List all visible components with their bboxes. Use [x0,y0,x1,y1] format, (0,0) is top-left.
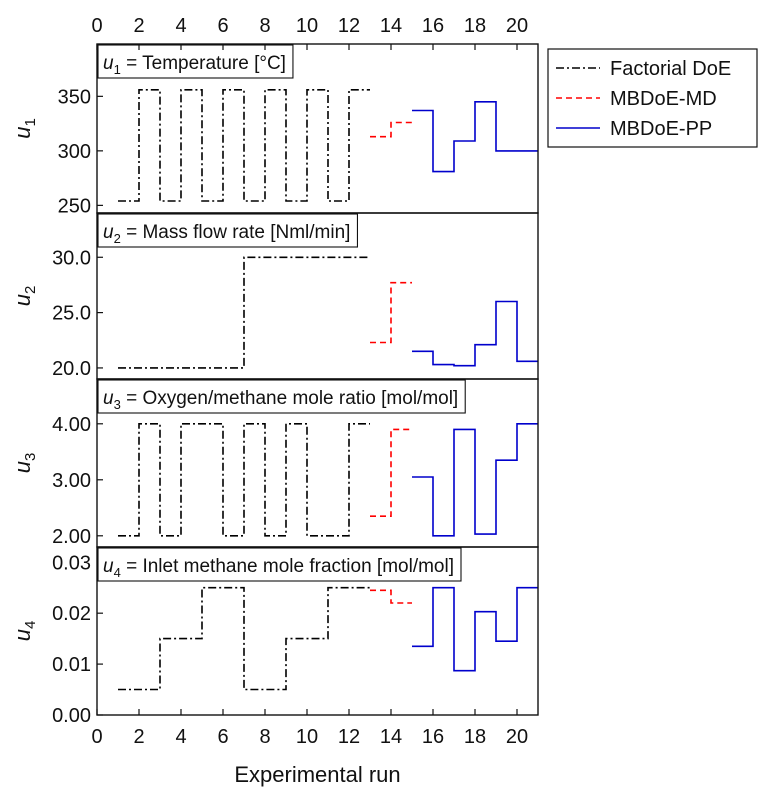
panel-title-sub: 2 [114,231,121,246]
x-axis-title: Experimental run [234,762,400,787]
x-tick-label-top: 4 [175,15,186,37]
legend-label-mbdoe-pp: MBDoE-PP [610,118,712,140]
panel-title-u4: u4 = Inlet methane mole fraction [mol/mo… [97,547,462,582]
y-tick-label-u1: 250 [58,195,91,217]
x-tick-label-top: 16 [422,15,444,37]
y-tick-label-u4: 0.00 [52,705,91,727]
panel-title-var: u [103,556,114,577]
x-tick-label-bottom: 0 [91,726,102,748]
y-axis-var: u [10,461,35,473]
x-tick-label-bottom: 16 [422,726,444,748]
y-axis-sub: 3 [22,453,39,461]
x-tick-label-top: 2 [133,15,144,37]
panel-title-var: u [103,222,114,243]
series-u4-mbdoe-md [370,589,412,604]
series-u2-mbdoe-md [370,281,412,344]
series-u3-factorial-doe [118,423,370,537]
x-tick-label-bottom: 2 [133,726,144,748]
panel-title-rest: = Oxygen/methane mole ratio [mol/mol] [121,388,458,409]
x-tick-label-bottom: 6 [217,726,228,748]
y-tick-label-u4: 0.01 [52,654,91,676]
y-axis-title-u2: u2 [10,286,39,307]
panel-title-text: u1 = Temperature [°C] [103,53,286,77]
series-u3-mbdoe-md [370,428,412,517]
x-tick-label-bottom: 12 [338,726,360,748]
y-axis-sub: 2 [22,286,39,294]
legend-label-factorial-doe: Factorial DoE [610,58,731,80]
legend: Factorial DoE MBDoE-MD MBDoE-PP [547,48,758,148]
x-tick-label-bottom: 10 [296,726,318,748]
panel-title-box [97,379,466,414]
x-tick-label-top: 6 [217,15,228,37]
x-tick-label-top: 14 [380,15,402,37]
y-tick-label-u2: 20.0 [52,358,91,380]
y-tick-label-u3: 3.00 [52,470,91,492]
x-tick-label-bottom: 4 [175,726,186,748]
legend-box [547,48,758,148]
series-u4-factorial-doe [118,586,370,691]
x-tick-label-top: 0 [91,15,102,37]
y-tick-label-u3: 2.00 [52,526,91,548]
y-tick-label-u4: 0.03 [52,552,91,574]
x-tick-label-top: 12 [338,15,360,37]
x-tick-label-bottom: 14 [380,726,402,748]
panel-title-text: u4 = Inlet methane mole fraction [mol/mo… [103,556,454,580]
panel-title-box [97,44,294,79]
panel-title-var: u [103,53,114,74]
panel-title-sub: 3 [114,397,121,412]
x-tick-label-top: 20 [506,15,528,37]
series-u2-mbdoe-pp [412,300,538,367]
x-tick-label-bottom: 18 [464,726,486,748]
panel-title-text: u3 = Oxygen/methane mole ratio [mol/mol] [103,388,458,412]
x-tick-label-bottom: 20 [506,726,528,748]
legend-label-mbdoe-md: MBDoE-MD [610,88,717,110]
y-axis-var: u [10,629,35,641]
panel-title-u1: u1 = Temperature [°C] [97,44,294,79]
y-tick-label-u1: 300 [58,141,91,163]
panel-title-u3: u3 = Oxygen/methane mole ratio [mol/mol] [97,379,466,414]
series-u1-mbdoe-md [370,121,412,138]
x-tick-label-top: 10 [296,15,318,37]
panel-title-u2: u2 = Mass flow rate [Nml/min] [97,213,359,248]
series-u4-mbdoe-pp [412,586,538,672]
series-u3-mbdoe-pp [412,423,538,537]
y-tick-label-u3: 4.00 [52,414,91,436]
panel-title-box [97,547,462,582]
series-u1-factorial-doe [118,89,370,202]
y-tick-label-u4: 0.02 [52,603,91,625]
y-axis-sub: 1 [22,118,39,126]
panel-title-rest: = Inlet methane mole fraction [mol/mol] [121,556,454,577]
y-axis-var: u [10,127,35,139]
y-tick-label-u2: 25.0 [52,303,91,325]
y-tick-label-u1: 350 [58,86,91,108]
panel-title-sub: 1 [114,62,121,77]
panel-title-sub: 4 [114,565,121,580]
panel-title-box [97,213,359,248]
panel-title-text: u2 = Mass flow rate [Nml/min] [103,222,350,246]
y-axis-var: u [10,294,35,306]
y-axis-title-u4: u4 [10,621,39,642]
panel-title-var: u [103,388,114,409]
panel-title-rest: = Mass flow rate [Nml/min] [121,222,351,243]
y-axis-title-u1: u1 [10,118,39,139]
series-u2-factorial-doe [118,256,370,369]
x-tick-label-top: 8 [259,15,270,37]
x-tick-label-top: 18 [464,15,486,37]
y-axis-title-u3: u3 [10,453,39,474]
x-tick-label-bottom: 8 [259,726,270,748]
y-axis-sub: 4 [22,621,39,629]
panel-frame-u4 [96,546,539,716]
panel-title-rest: = Temperature [°C] [121,53,286,74]
series-u1-mbdoe-pp [412,101,538,173]
y-tick-label-u2: 30.0 [52,247,91,269]
